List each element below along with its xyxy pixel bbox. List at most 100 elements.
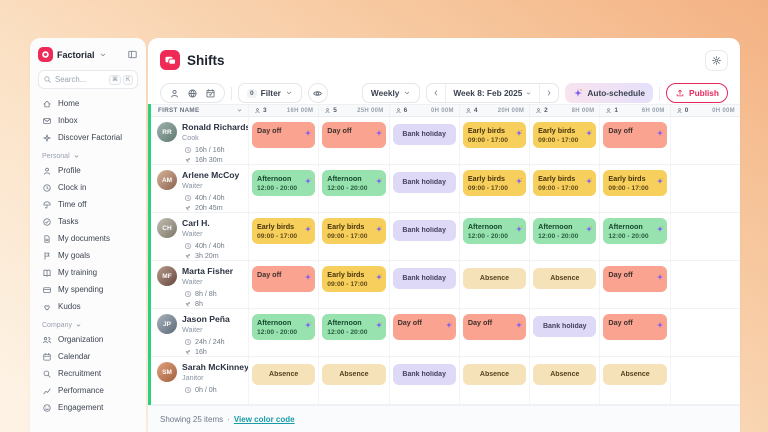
shift-card-early-birds[interactable]: Early birds 09:00 - 17:00: [462, 122, 527, 148]
shift-card-early-birds[interactable]: Early birds 09:00 - 17:00: [322, 218, 386, 244]
sidebar-item-calendar[interactable]: Calendar: [38, 348, 138, 365]
shift-card-absence[interactable]: Absence: [533, 364, 597, 385]
shift-card-absence[interactable]: Absence: [252, 364, 316, 385]
sidebar-item-kudos[interactable]: Kudos: [38, 298, 138, 315]
column-header-day-2[interactable]: 5 25H 00M: [318, 105, 388, 116]
shift-card-early-birds[interactable]: Early birds 09:00 - 17:00: [533, 122, 597, 148]
column-header-day-1[interactable]: 3 16H 00M: [248, 105, 318, 116]
shift-card-early-birds[interactable]: Early birds 09:00 - 17:00: [533, 170, 597, 196]
shift-card-day-off[interactable]: Day off: [392, 314, 456, 340]
day-cell-6[interactable]: Day off: [599, 117, 669, 164]
sidebar-item-clock-in[interactable]: Clock in: [38, 179, 138, 196]
shift-card-absence[interactable]: Absence: [533, 268, 597, 289]
day-cell-5[interactable]: Afternoon 12:00 - 20:00: [529, 213, 599, 260]
shift-card-afternoon[interactable]: Afternoon 12:00 - 20:00: [462, 218, 527, 244]
day-cell-5[interactable]: Early birds 09:00 - 17:00: [529, 117, 599, 164]
shift-card-early-birds[interactable]: Early birds 09:00 - 17:00: [603, 170, 667, 196]
day-cell-4[interactable]: Absence: [458, 357, 529, 404]
shift-card-early-birds[interactable]: Early birds 09:00 - 17:00: [462, 170, 527, 196]
shift-card-absence[interactable]: Absence: [322, 364, 386, 385]
day-cell-5[interactable]: Absence: [529, 357, 599, 404]
sidebar-item-tasks[interactable]: Tasks: [38, 213, 138, 230]
day-cell-4[interactable]: Day off: [458, 309, 529, 356]
next-week-button[interactable]: [540, 84, 558, 102]
prev-week-button[interactable]: [427, 84, 445, 102]
day-cell-4[interactable]: Early birds 09:00 - 17:00: [458, 117, 529, 164]
shift-card-early-birds[interactable]: Early birds 09:00 - 17:00: [252, 218, 316, 244]
column-header-day-3[interactable]: 6 0H 00M: [388, 105, 459, 116]
shift-card-day-off[interactable]: Day off: [603, 314, 667, 340]
shift-card-bank-holiday[interactable]: Bank holiday: [392, 364, 456, 385]
day-cell-1[interactable]: Absence: [248, 357, 318, 404]
day-cell-3[interactable]: Bank holiday: [388, 165, 459, 212]
shift-card-bank-holiday[interactable]: Bank holiday: [533, 316, 597, 337]
day-cell-7[interactable]: [669, 261, 740, 308]
shift-card-bank-holiday[interactable]: Bank holiday: [392, 220, 456, 241]
day-cell-2[interactable]: Early birds 09:00 - 17:00: [318, 261, 388, 308]
day-cell-7[interactable]: [669, 165, 740, 212]
shift-card-day-off[interactable]: Day off: [252, 122, 316, 148]
section-label-company[interactable]: Company: [38, 322, 138, 329]
day-cell-2[interactable]: Afternoon 12:00 - 20:00: [318, 309, 388, 356]
employee-cell[interactable]: MF Marta Fisher Waiter 8h / 8h 8h: [148, 261, 248, 308]
employee-cell[interactable]: JP Jason Peña Waiter 24h / 24h 16h: [148, 309, 248, 356]
sidebar-item-my-goals[interactable]: My goals: [38, 247, 138, 264]
day-cell-6[interactable]: Day off: [599, 309, 669, 356]
search-input[interactable]: Search... ⌘ K: [38, 70, 138, 89]
day-cell-2[interactable]: Absence: [318, 357, 388, 404]
sidebar-item-organization[interactable]: Organization: [38, 331, 138, 348]
day-cell-1[interactable]: Day off: [248, 261, 318, 308]
period-select[interactable]: Weekly: [361, 83, 421, 103]
schedule-view-icon[interactable]: [205, 88, 216, 99]
chevron-down-icon[interactable]: [99, 51, 107, 59]
publish-button[interactable]: Publish: [666, 83, 728, 103]
day-cell-3[interactable]: Bank holiday: [388, 357, 459, 404]
sidebar-item-performance[interactable]: Performance: [38, 382, 138, 399]
day-cell-6[interactable]: Afternoon 12:00 - 20:00: [599, 213, 669, 260]
day-cell-2[interactable]: Afternoon 12:00 - 20:00: [318, 165, 388, 212]
sidebar-item-discover-factorial[interactable]: Discover Factorial: [38, 129, 138, 146]
week-select[interactable]: Week 8: Feb 2025: [445, 84, 541, 102]
filter-button[interactable]: 0 Filter: [238, 83, 302, 103]
brand-name[interactable]: Factorial: [57, 49, 95, 60]
sidebar-item-my-training[interactable]: My training: [38, 264, 138, 281]
day-cell-2[interactable]: Early birds 09:00 - 17:00: [318, 213, 388, 260]
employees-view-icon[interactable]: [169, 88, 180, 99]
shift-card-day-off[interactable]: Day off: [462, 314, 527, 340]
roles-view-icon[interactable]: [187, 88, 198, 99]
shift-card-early-birds[interactable]: Early birds 09:00 - 17:00: [322, 266, 386, 292]
day-cell-3[interactable]: Day off: [388, 309, 459, 356]
sidebar-item-profile[interactable]: Profile: [38, 162, 138, 179]
day-cell-1[interactable]: Early birds 09:00 - 17:00: [248, 213, 318, 260]
column-header-first-name[interactable]: FIRST NAME: [148, 105, 248, 116]
sidebar-item-recruitment[interactable]: Recruitment: [38, 365, 138, 382]
day-cell-6[interactable]: Early birds 09:00 - 17:00: [599, 165, 669, 212]
shift-card-day-off[interactable]: Day off: [603, 266, 667, 292]
day-cell-7[interactable]: [669, 357, 740, 404]
day-cell-3[interactable]: Bank holiday: [388, 117, 459, 164]
day-cell-1[interactable]: Day off: [248, 117, 318, 164]
sidebar-item-my-spending[interactable]: My spending: [38, 281, 138, 298]
sidebar-item-home[interactable]: Home: [38, 95, 138, 112]
day-cell-7[interactable]: [669, 213, 740, 260]
shift-card-afternoon[interactable]: Afternoon 12:00 - 20:00: [322, 314, 386, 340]
shift-card-absence[interactable]: Absence: [462, 268, 527, 289]
sidebar-item-my-documents[interactable]: My documents: [38, 230, 138, 247]
day-cell-3[interactable]: Bank holiday: [388, 261, 459, 308]
employee-cell[interactable]: SM Sarah McKinney Janitor 0h / 0h: [148, 357, 248, 404]
day-cell-6[interactable]: Absence: [599, 357, 669, 404]
day-cell-1[interactable]: Afternoon 12:00 - 20:00: [248, 165, 318, 212]
collapse-sidebar-icon[interactable]: [127, 49, 138, 60]
employee-cell[interactable]: RR Ronald Richards Cook 16h / 16h 16h 30m: [148, 117, 248, 164]
day-cell-5[interactable]: Early birds 09:00 - 17:00: [529, 165, 599, 212]
shift-card-bank-holiday[interactable]: Bank holiday: [392, 268, 456, 289]
shift-card-afternoon[interactable]: Afternoon 12:00 - 20:00: [603, 218, 667, 244]
shift-card-afternoon[interactable]: Afternoon 12:00 - 20:00: [252, 170, 316, 196]
day-cell-2[interactable]: Day off: [318, 117, 388, 164]
view-color-code-link[interactable]: View color code: [233, 414, 295, 424]
sidebar-item-time-off[interactable]: Time off: [38, 196, 138, 213]
shift-card-day-off[interactable]: Day off: [603, 122, 667, 148]
day-cell-4[interactable]: Early birds 09:00 - 17:00: [458, 165, 529, 212]
day-cell-3[interactable]: Bank holiday: [388, 213, 459, 260]
day-cell-5[interactable]: Absence: [529, 261, 599, 308]
